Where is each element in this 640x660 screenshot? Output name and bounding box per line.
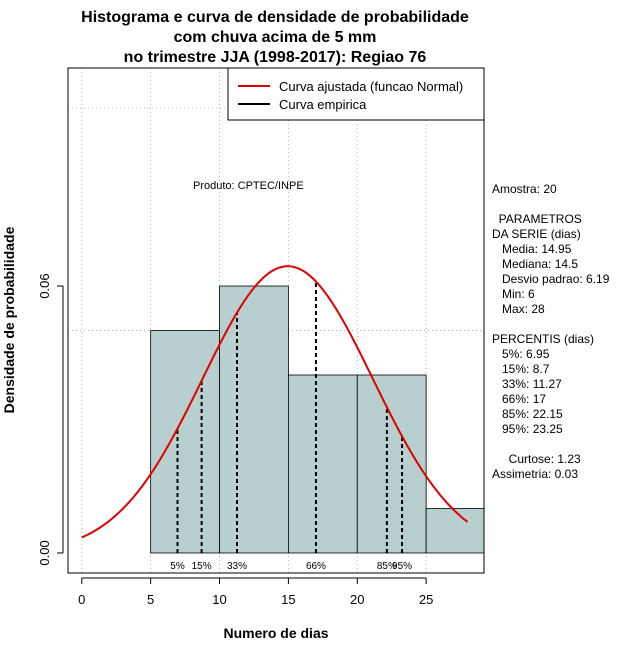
chart-title: Histograma e curva de densidade de proba… xyxy=(81,9,469,66)
percentile-label: 85% xyxy=(377,561,397,572)
histogram-bar xyxy=(425,508,485,554)
x-tick-label: 0 xyxy=(78,592,85,607)
stats-line: 15%: 8.7 xyxy=(492,362,550,376)
percentile-label: 15% xyxy=(192,561,212,572)
percentile-label: 66% xyxy=(306,561,326,572)
x-tick-label: 25 xyxy=(419,592,433,607)
y-tick-label: 0.00 xyxy=(37,540,52,565)
histogram-bar xyxy=(356,374,427,554)
stats-line: 33%: 11.27 xyxy=(492,377,562,391)
x-tick-label: 15 xyxy=(281,592,295,607)
percentile-lines: 5% 15% 33% 66% 85%95% xyxy=(170,281,412,572)
percentile-label: 95% xyxy=(392,561,412,572)
stats-line: 66%: 17 xyxy=(492,392,546,406)
legend-label: Curva ajustada (funcao Normal) xyxy=(279,79,463,94)
stats-line: PARAMETROS xyxy=(492,212,582,226)
stats-line: 85%: 22.15 xyxy=(492,407,563,421)
percentile-label: 33% xyxy=(227,561,247,572)
y-axis-title: Densidade de probabilidade xyxy=(1,226,17,413)
stats-line: DA SERIE (dias) xyxy=(492,227,581,241)
x-axis-title: Numero de dias xyxy=(223,625,328,641)
x-axis: 0 5 10 15 20 25 Numero de dias xyxy=(78,577,433,641)
x-tick-label: 10 xyxy=(212,592,226,607)
histogram-bar xyxy=(219,285,289,554)
stats-line: Assimetria: 0.03 xyxy=(492,467,578,481)
x-tick-label: 20 xyxy=(350,592,364,607)
histogram-bars xyxy=(150,285,485,554)
stats-line: Amostra: 20 xyxy=(492,182,557,196)
legend-box xyxy=(227,67,485,121)
normal-curve-line xyxy=(81,265,469,539)
stats-line: Desvio padrao: 6.19 xyxy=(492,272,610,286)
stats-line: Curtose: 1.23 xyxy=(492,452,581,466)
x-tick-label: 5 xyxy=(147,592,154,607)
chart-title-line: com chuva acima de 5 mm xyxy=(174,29,377,46)
stats-line: Min: 6 xyxy=(492,287,535,301)
product-annotation: Produto: CPTEC/INPE xyxy=(193,180,304,192)
stats-line: PERCENTIS (dias) xyxy=(492,332,594,346)
legend: Curva ajustada (funcao Normal) Curva empi… xyxy=(227,67,485,121)
percentile-label: 5% xyxy=(170,561,185,572)
stats-line: Max: 28 xyxy=(492,302,545,316)
y-tick-label: 0.06 xyxy=(37,273,52,298)
histogram-bar xyxy=(287,374,358,554)
stats-line: 5%: 6.95 xyxy=(492,347,550,361)
chart-title-line: Histograma e curva de densidade de proba… xyxy=(81,9,469,26)
stats-line: Media: 14.95 xyxy=(492,242,572,256)
chart-title-line: no trimestre JJA (1998-2017): Regiao 76 xyxy=(124,49,427,66)
stats-line: 95%: 23.25 xyxy=(492,422,563,436)
normal-curve xyxy=(81,265,469,539)
stats-line: Mediana: 14.5 xyxy=(492,257,578,271)
legend-label: Curva empirica xyxy=(279,97,367,112)
y-axis: 0.00 0.06 Densidade de probabilidade xyxy=(1,226,64,566)
